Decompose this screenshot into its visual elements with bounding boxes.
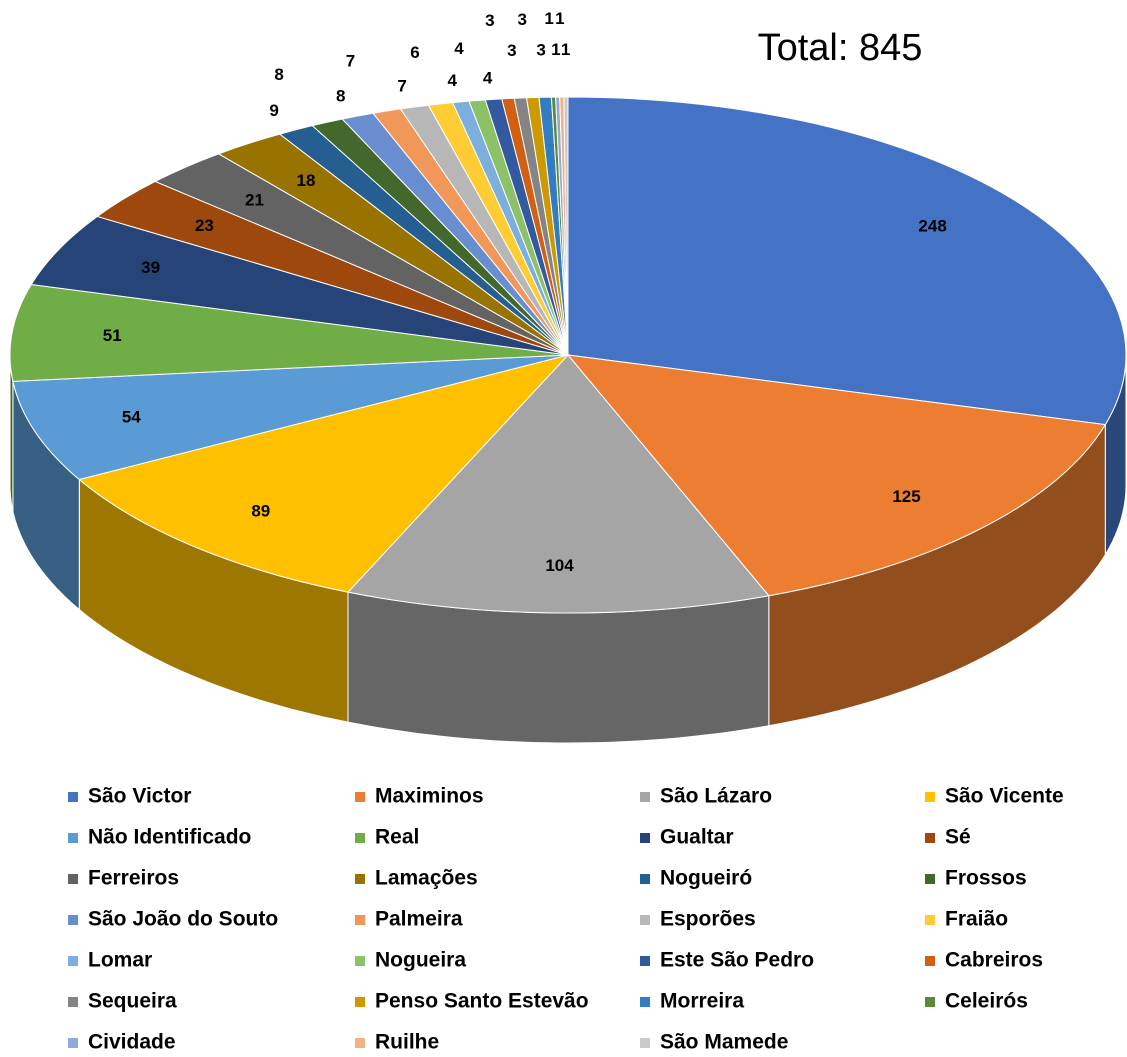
legend-swatch bbox=[640, 874, 650, 884]
legend-label: Ruilhe bbox=[375, 1031, 439, 1054]
legend-label: Cividade bbox=[88, 1031, 176, 1054]
legend-label: Não Identificado bbox=[88, 826, 251, 849]
slice-side bbox=[347, 591, 770, 744]
legend-label: Cabreiros bbox=[945, 949, 1043, 972]
data-label: 3 bbox=[517, 10, 526, 29]
data-label: 1 bbox=[551, 40, 560, 59]
legend-label: Maximinos bbox=[375, 785, 484, 808]
legend-label: São Mamede bbox=[660, 1031, 788, 1054]
total-annotation: Total: 845 bbox=[758, 27, 923, 69]
legend-swatch bbox=[68, 792, 78, 802]
legend-swatch bbox=[925, 956, 935, 966]
legend-swatch bbox=[68, 956, 78, 966]
data-label: 104 bbox=[545, 556, 574, 575]
legend-swatch bbox=[68, 997, 78, 1007]
legend-label: Esporões bbox=[660, 908, 756, 931]
legend-label: Gualtar bbox=[660, 826, 734, 849]
slice bbox=[563, 96, 569, 356]
data-label: 23 bbox=[195, 216, 214, 235]
legend-label: Este São Pedro bbox=[660, 949, 814, 972]
legend-label: Nogueiró bbox=[660, 867, 752, 890]
legend-swatch bbox=[355, 997, 365, 1007]
data-label: 89 bbox=[251, 501, 270, 520]
data-label: 8 bbox=[274, 65, 283, 84]
legend-swatch bbox=[355, 874, 365, 884]
legend-swatch bbox=[640, 997, 650, 1007]
legend-label: Lamações bbox=[375, 867, 478, 890]
data-label: 8 bbox=[336, 86, 345, 105]
data-label: 39 bbox=[141, 258, 160, 277]
legend-label: Sé bbox=[945, 826, 971, 849]
data-label: 248 bbox=[918, 217, 946, 236]
slice bbox=[9, 283, 569, 382]
data-label: 125 bbox=[892, 487, 920, 506]
data-label: 1 bbox=[544, 9, 553, 28]
legend-swatch bbox=[640, 915, 650, 925]
legend-swatch bbox=[355, 915, 365, 925]
legend-label: Fraião bbox=[945, 908, 1008, 931]
slice bbox=[30, 215, 569, 356]
data-label: 9 bbox=[269, 101, 278, 120]
legend-label: São Victor bbox=[88, 785, 191, 808]
data-label: 4 bbox=[483, 68, 493, 87]
legend-label: Celeirós bbox=[945, 990, 1028, 1013]
data-label: 4 bbox=[454, 39, 464, 58]
legend-swatch bbox=[925, 833, 935, 843]
slice bbox=[12, 354, 569, 481]
data-label: 3 bbox=[536, 40, 545, 59]
legend-label: Penso Santo Estevão bbox=[375, 990, 589, 1013]
legend-swatch bbox=[355, 833, 365, 843]
data-label: 7 bbox=[397, 77, 406, 96]
legend-swatch bbox=[68, 1038, 78, 1048]
data-label: 18 bbox=[297, 171, 316, 190]
slice bbox=[347, 354, 770, 614]
data-label: 1 bbox=[561, 40, 570, 59]
legend-swatch bbox=[640, 833, 650, 843]
legend-label: Morreira bbox=[660, 990, 744, 1013]
legend-swatch bbox=[925, 874, 935, 884]
data-label: 3 bbox=[507, 41, 516, 60]
slice bbox=[567, 96, 1127, 426]
legend-label: São João do Souto bbox=[88, 908, 278, 931]
legend-swatch bbox=[68, 874, 78, 884]
data-label: 4 bbox=[447, 71, 457, 90]
legend-swatch bbox=[355, 956, 365, 966]
legend-swatch bbox=[355, 1038, 365, 1048]
legend-label: Sequeira bbox=[88, 990, 177, 1013]
data-label: 51 bbox=[103, 326, 122, 345]
legend-label: Ferreiros bbox=[88, 867, 179, 890]
legend-swatch bbox=[640, 792, 650, 802]
data-label: 6 bbox=[410, 43, 419, 62]
legend-swatch bbox=[355, 792, 365, 802]
legend-swatch bbox=[925, 792, 935, 802]
data-label: 7 bbox=[346, 52, 355, 71]
legend-label: Lomar bbox=[88, 949, 152, 972]
data-label: 3 bbox=[485, 11, 494, 30]
legend-swatch bbox=[925, 915, 935, 925]
legend-swatch bbox=[925, 997, 935, 1007]
slice bbox=[566, 354, 1107, 597]
legend-swatch bbox=[640, 1038, 650, 1048]
legend-label: São Lázaro bbox=[660, 785, 772, 808]
legend-label: Frossos bbox=[945, 867, 1027, 890]
data-label: 21 bbox=[245, 190, 264, 209]
legend-label: Real bbox=[375, 826, 419, 849]
data-label: 1 bbox=[555, 9, 564, 28]
legend-swatch bbox=[640, 956, 650, 966]
legend-label: Palmeira bbox=[375, 908, 463, 931]
data-label: 54 bbox=[122, 408, 141, 427]
slice bbox=[78, 354, 570, 593]
legend-label: Nogueira bbox=[375, 949, 466, 972]
legend-swatch bbox=[68, 915, 78, 925]
legend-label: São Vicente bbox=[945, 785, 1064, 808]
legend-swatch bbox=[68, 833, 78, 843]
